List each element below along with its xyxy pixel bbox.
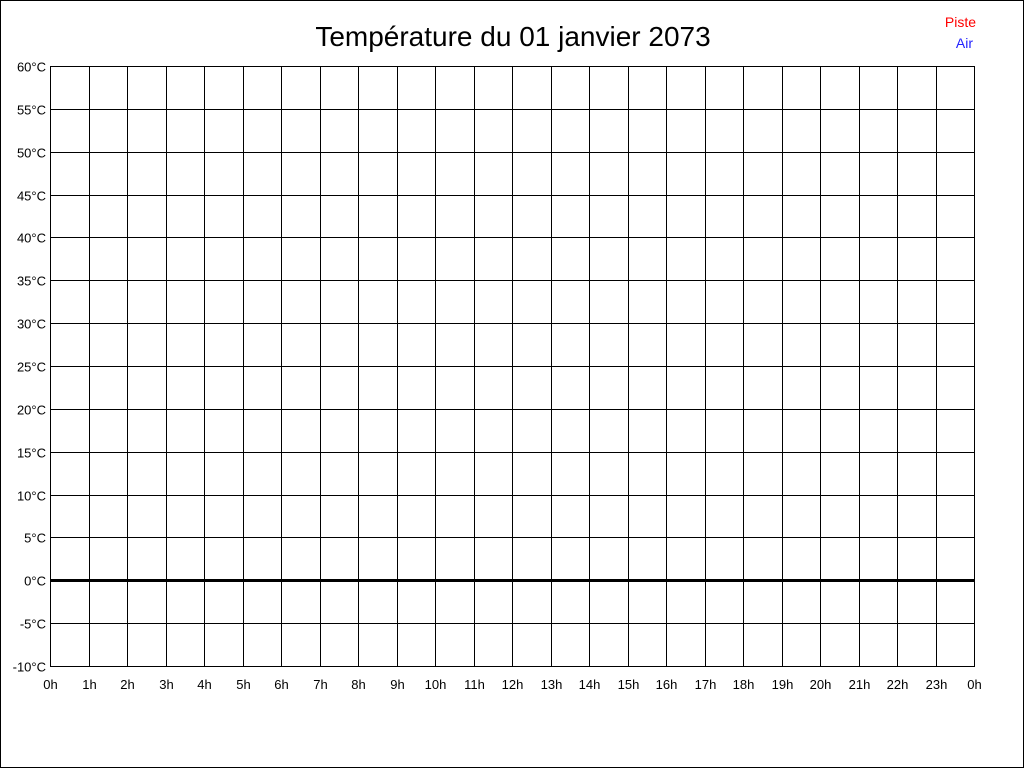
x-tick-label: 19h	[772, 677, 794, 692]
x-tick-label: 14h	[579, 677, 601, 692]
x-tick-label: 13h	[541, 677, 563, 692]
y-tick-label: 45°C	[17, 189, 46, 204]
chart-title: Température du 01 janvier 2073	[315, 21, 710, 52]
x-tick-label: 23h	[926, 677, 948, 692]
y-tick-label: 20°C	[17, 403, 46, 418]
x-tick-label: 9h	[390, 677, 404, 692]
y-tick-label: 10°C	[17, 489, 46, 504]
y-tick-label: 60°C	[17, 60, 46, 75]
x-tick-label: 2h	[120, 677, 134, 692]
y-tick-label: 0°C	[24, 574, 46, 589]
x-tick-label: 16h	[656, 677, 678, 692]
y-tick-label: 40°C	[17, 231, 46, 246]
x-tick-label: 11h	[464, 677, 485, 692]
x-tick-label: 0h	[967, 677, 981, 692]
x-tick-label: 5h	[236, 677, 250, 692]
legend-air: Air	[956, 35, 973, 51]
y-tick-label: 25°C	[17, 360, 46, 375]
x-tick-label: 21h	[849, 677, 871, 692]
legend-piste: Piste	[945, 14, 976, 30]
y-tick-label: 55°C	[17, 103, 46, 118]
x-tick-label: 1h	[82, 677, 96, 692]
y-tick-label: 35°C	[17, 274, 46, 289]
y-tick-label: 5°C	[24, 531, 46, 546]
x-tick-label: 22h	[887, 677, 909, 692]
x-tick-label: 17h	[695, 677, 717, 692]
y-tick-label: 30°C	[17, 317, 46, 332]
x-tick-label: 3h	[159, 677, 173, 692]
y-tick-label: 50°C	[17, 146, 46, 161]
x-tick-label: 15h	[618, 677, 640, 692]
x-tick-label: 10h	[425, 677, 447, 692]
x-tick-label: 4h	[197, 677, 211, 692]
x-tick-label: 20h	[810, 677, 832, 692]
x-tick-label: 6h	[274, 677, 288, 692]
x-tick-label: 7h	[313, 677, 327, 692]
x-tick-label: 12h	[502, 677, 524, 692]
y-tick-label: 15°C	[17, 446, 46, 461]
x-tick-label: 0h	[43, 677, 57, 692]
y-tick-label: -10°C	[13, 660, 46, 675]
y-tick-label: -5°C	[20, 617, 46, 632]
x-tick-label: 18h	[733, 677, 755, 692]
x-tick-label: 8h	[351, 677, 365, 692]
